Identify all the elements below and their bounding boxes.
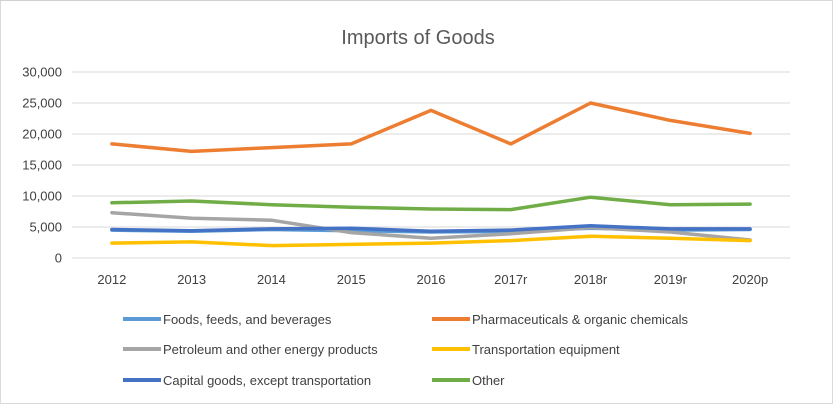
series-line <box>110 195 752 212</box>
y-tick-label: 10,000 <box>22 189 62 204</box>
x-tick-label: 2015 <box>337 272 366 287</box>
legend-label: Other <box>472 373 505 388</box>
x-tick-label: 2016 <box>417 272 446 287</box>
y-tick-label: 20,000 <box>22 127 62 142</box>
series-lines <box>110 101 752 248</box>
y-tick-label: 15,000 <box>22 158 62 173</box>
series-line <box>110 224 752 234</box>
legend-label: Pharmaceuticals & organic chemicals <box>472 312 689 327</box>
gridlines <box>72 71 790 259</box>
series-line <box>110 210 752 242</box>
y-axis: 0 5,000 10,000 15,000 20,000 25,000 30,000 <box>22 65 62 266</box>
x-axis: 2012 2013 2014 2015 2016 2017r 2018r 2019r 2020p <box>97 272 768 287</box>
window-edge <box>0 0 560 1</box>
x-tick-label: 2019r <box>654 272 688 287</box>
legend-label: Foods, feeds, and beverages <box>163 312 332 327</box>
y-tick-label: 25,000 <box>22 96 62 111</box>
y-tick-label: 30,000 <box>22 65 62 80</box>
y-tick-label: 5,000 <box>29 220 62 235</box>
legend: Foods, feeds, and beverages Pharmaceutica… <box>123 312 689 388</box>
x-tick-label: 2018r <box>574 272 608 287</box>
x-tick-label: 2020p <box>732 272 768 287</box>
x-tick-label: 2017r <box>494 272 528 287</box>
legend-label: Capital goods, except transportation <box>163 373 371 388</box>
x-tick-label: 2012 <box>97 272 126 287</box>
x-tick-label: 2014 <box>257 272 286 287</box>
legend-label: Transportation equipment <box>472 342 620 357</box>
y-tick-label: 0 <box>55 251 62 266</box>
legend-label: Petroleum and other energy products <box>163 342 378 357</box>
series-line <box>110 101 752 154</box>
series-line <box>110 234 752 248</box>
x-tick-label: 2013 <box>177 272 206 287</box>
chart-title: Imports of Goods <box>341 27 494 49</box>
